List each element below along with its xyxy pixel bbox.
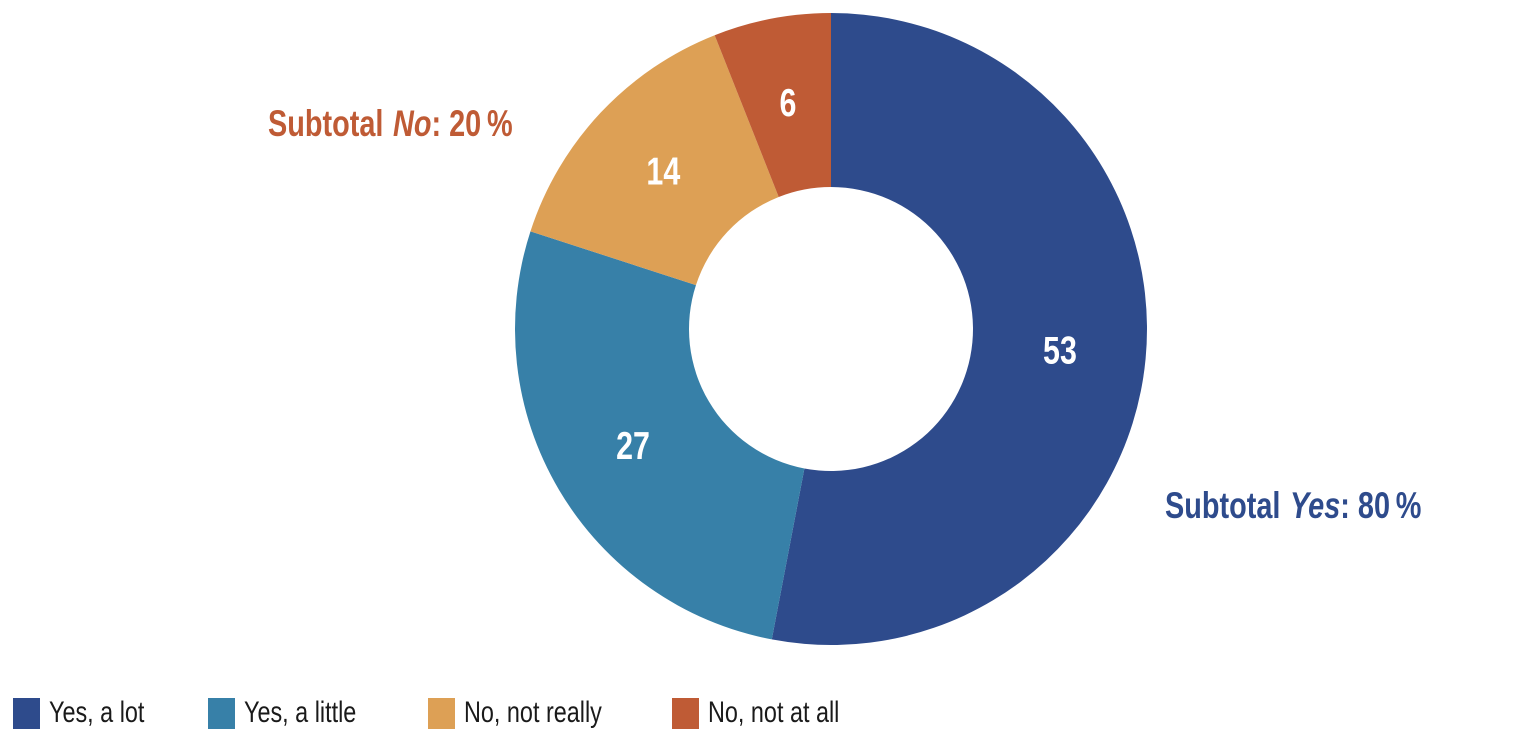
- slice-value-label-no-not-really: 14: [646, 150, 680, 193]
- slice-value-label-yes-a-little: 27: [616, 424, 650, 467]
- subtotal-yes-value: : 80 %: [1340, 485, 1422, 526]
- subtotal-no-italic-word: No: [393, 103, 432, 144]
- subtotal-yes-prefix: Subtotal: [1165, 485, 1281, 526]
- slice-yes-a-lot: [771, 13, 1147, 645]
- subtotal-no-prefix: Subtotal: [268, 103, 384, 144]
- slice-value-label-no-not-at-all: 6: [779, 81, 796, 124]
- slice-yes-a-little: [514, 231, 805, 640]
- slice-no-not-at-all: [714, 13, 831, 197]
- subtotal-yes-italic-word: Yes: [1290, 485, 1341, 526]
- subtotal-yes-annotation: Subtotal Yes: 80 %: [1165, 485, 1422, 527]
- subtotal-no-annotation: Subtotal No: 20 %: [268, 103, 513, 145]
- slice-no-not-really: [530, 35, 779, 286]
- subtotal-no-value: : 20 %: [431, 103, 513, 144]
- slice-value-label-yes-a-lot: 53: [1043, 329, 1077, 372]
